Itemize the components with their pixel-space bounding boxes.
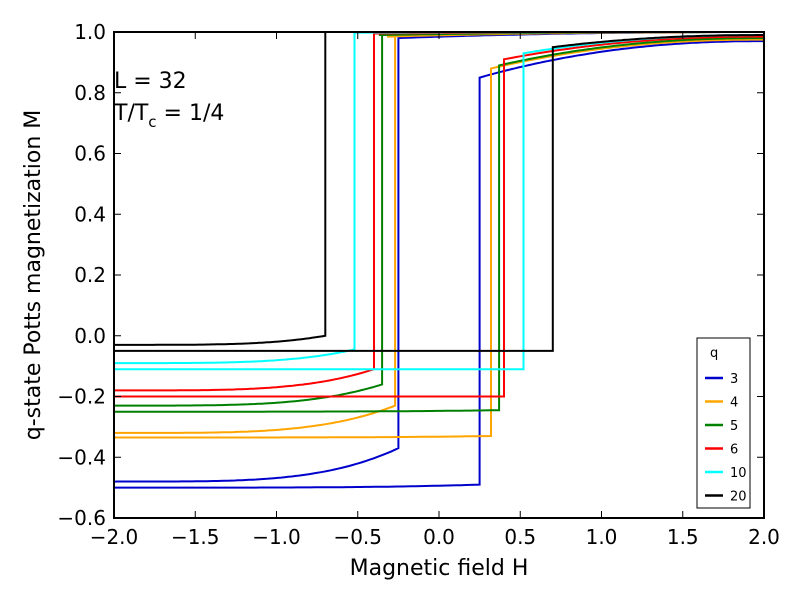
y-axis-label: q-state Potts magnetization M (21, 110, 46, 441)
legend-label-q20: 20 (730, 490, 747, 505)
annotation-lattice-size: L = 32 (114, 69, 187, 94)
y-tick-label: 0.4 (74, 202, 106, 226)
legend-label-q10: 10 (730, 466, 747, 481)
curve-q5-ascending (114, 37, 764, 413)
x-tick-label: −2.0 (90, 525, 139, 549)
y-tick-label: 0.0 (74, 324, 106, 348)
legend-label-q4: 4 (730, 396, 738, 411)
legend-label-q3: 3 (730, 372, 738, 387)
x-axis: −2.0 −1.5 −1.0 −0.5 0.0 0.5 1.0 1.5 2.0 (90, 32, 780, 549)
x-tick-label: 1.0 (586, 525, 618, 549)
x-tick-label: 1.5 (667, 525, 699, 549)
x-tick-label: 0.0 (423, 525, 455, 549)
annotation-temperature-tail: = 1/4 (157, 101, 225, 126)
x-axis-label: Magnetic field H (350, 556, 529, 581)
y-axis: −0.6 −0.4 −0.2 0.0 0.2 0.4 0.6 0.8 1.0 (57, 20, 764, 530)
curves-layer (113, 31, 764, 489)
curve-q3-descending (113, 31, 764, 483)
annotation-temperature-main: T/T (113, 101, 149, 126)
y-tick-label: 0.8 (74, 81, 106, 105)
y-tick-label: 0.2 (74, 263, 106, 287)
curve-q6-descending (114, 31, 764, 392)
y-tick-label: 1.0 (74, 20, 106, 44)
curve-q10-descending (114, 31, 764, 365)
x-tick-label: 2.0 (748, 525, 780, 549)
curve-q10-ascending (114, 34, 764, 371)
legend-title: q (710, 346, 718, 361)
curve-q20-ascending (114, 34, 764, 352)
curve-q6-ascending (114, 35, 764, 398)
curve-q3-ascending (114, 40, 764, 489)
x-tick-label: −1.5 (171, 525, 220, 549)
legend-label-q6: 6 (730, 443, 738, 458)
legend: q 3 4 5 6 10 20 (696, 337, 751, 509)
annotation-temperature: T/Tc = 1/4 (113, 101, 224, 131)
y-tick-label: −0.4 (57, 445, 106, 469)
legend-box (696, 337, 751, 509)
x-tick-label: −0.5 (333, 525, 382, 549)
x-tick-label: 0.5 (504, 525, 536, 549)
y-tick-label: −0.6 (57, 506, 106, 530)
x-tick-label: −1.0 (252, 525, 301, 549)
curve-q5-descending (114, 31, 764, 407)
y-tick-label: 0.6 (74, 142, 106, 166)
curve-q20-descending (114, 31, 764, 346)
y-tick-label: −0.2 (57, 385, 106, 409)
legend-label-q5: 5 (730, 419, 738, 434)
annotation-temperature-sub: c (148, 113, 156, 131)
curve-q4-ascending (114, 38, 764, 439)
curve-q4-descending (113, 31, 764, 434)
legend-items: 3 4 5 6 10 20 (705, 372, 747, 505)
